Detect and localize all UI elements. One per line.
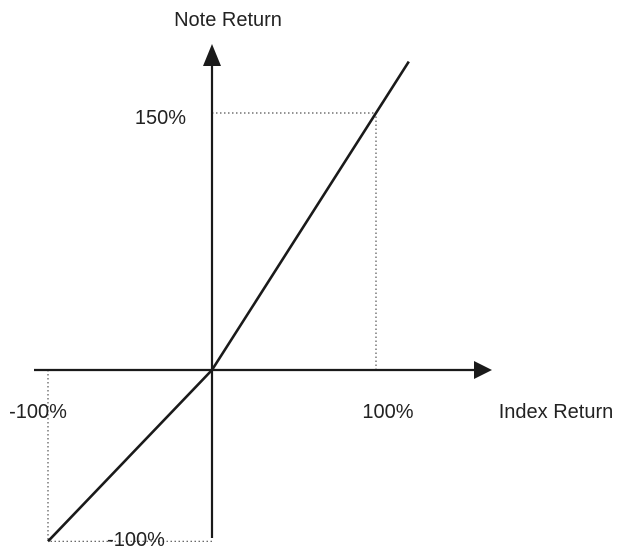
- series-layer: [47, 60, 410, 543]
- y-tick-label-150: 150%: [135, 107, 186, 129]
- payoff-line-0: [47, 60, 410, 543]
- x-axis-title: Index Return: [499, 401, 614, 423]
- x-tick-label-100: 100%: [362, 401, 413, 423]
- y-tick-label-minus-100: -100%: [107, 529, 165, 551]
- x-tick-label-minus-100: -100%: [9, 401, 67, 423]
- guide-lines: [47, 112, 377, 542]
- x-axis-arrowhead: [474, 361, 492, 379]
- y-axis-arrowhead: [203, 44, 221, 66]
- y-axis-title: Note Return: [174, 9, 282, 31]
- axes: [34, 44, 492, 538]
